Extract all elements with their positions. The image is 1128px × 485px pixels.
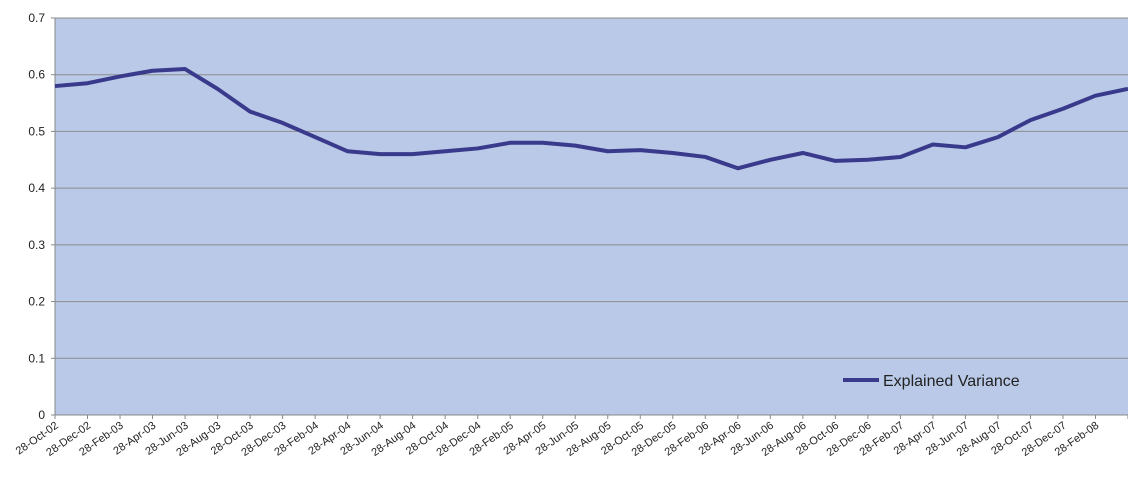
legend-label: Explained Variance (883, 373, 1020, 390)
data-line (54, 67, 1128, 171)
plot-area (55, 18, 1128, 415)
y-tick-label: 0 (38, 408, 45, 422)
y-tick-label: 0.4 (28, 181, 45, 195)
y-tick-label: 0.3 (28, 238, 45, 252)
y-tick-label: 0.6 (28, 68, 45, 82)
y-tick-label: 0.7 (28, 11, 45, 25)
y-tick-label: 0.1 (28, 351, 45, 365)
y-tick-label: 0.2 (28, 295, 45, 309)
y-tick-label: 0.5 (28, 124, 45, 138)
